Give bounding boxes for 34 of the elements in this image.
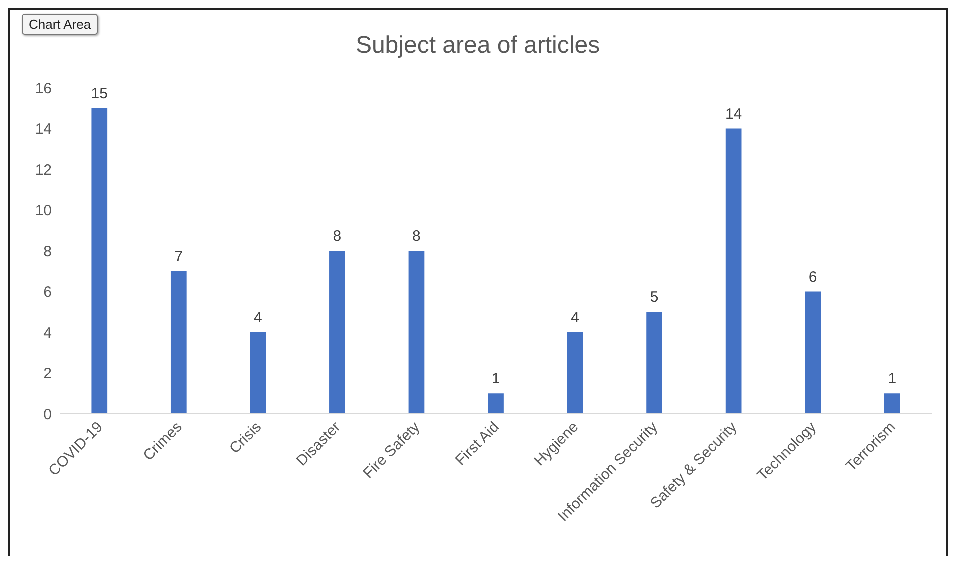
y-tick-label: 2 bbox=[44, 366, 52, 383]
x-tick-label: First Aid bbox=[452, 418, 503, 470]
data-label: 1 bbox=[888, 370, 897, 388]
y-tick-label: 8 bbox=[44, 243, 52, 260]
data-label: 8 bbox=[333, 228, 342, 245]
bar bbox=[330, 251, 346, 414]
data-label: 15 bbox=[91, 85, 108, 102]
data-label: 4 bbox=[254, 310, 262, 326]
bar bbox=[488, 394, 504, 414]
data-label: 8 bbox=[412, 228, 421, 245]
y-tick-label: 4 bbox=[44, 324, 52, 342]
bar bbox=[567, 332, 584, 414]
data-label: 1 bbox=[492, 370, 500, 388]
bar bbox=[170, 271, 187, 414]
data-label: 14 bbox=[725, 106, 742, 123]
chart-title: Subject area of articles bbox=[354, 32, 602, 61]
data-label: 6 bbox=[808, 268, 818, 286]
bar bbox=[884, 394, 900, 414]
data-label: 5 bbox=[650, 289, 659, 306]
tooltip-box: Chart Area bbox=[22, 14, 98, 35]
y-tick-label: 0 bbox=[44, 406, 52, 424]
data-label: 4 bbox=[571, 310, 580, 326]
bar bbox=[92, 108, 108, 414]
bar bbox=[646, 312, 662, 414]
y-tick-label: 14 bbox=[35, 121, 52, 138]
data-label: 7 bbox=[174, 248, 184, 266]
bar bbox=[805, 292, 822, 414]
y-tick-label: 16 bbox=[35, 80, 52, 98]
y-tick-label: 10 bbox=[35, 202, 52, 220]
y-tick-label: 12 bbox=[35, 162, 52, 179]
bar bbox=[726, 128, 742, 414]
y-tick-label: 6 bbox=[44, 284, 52, 302]
bar bbox=[250, 332, 266, 414]
bar bbox=[408, 251, 425, 414]
